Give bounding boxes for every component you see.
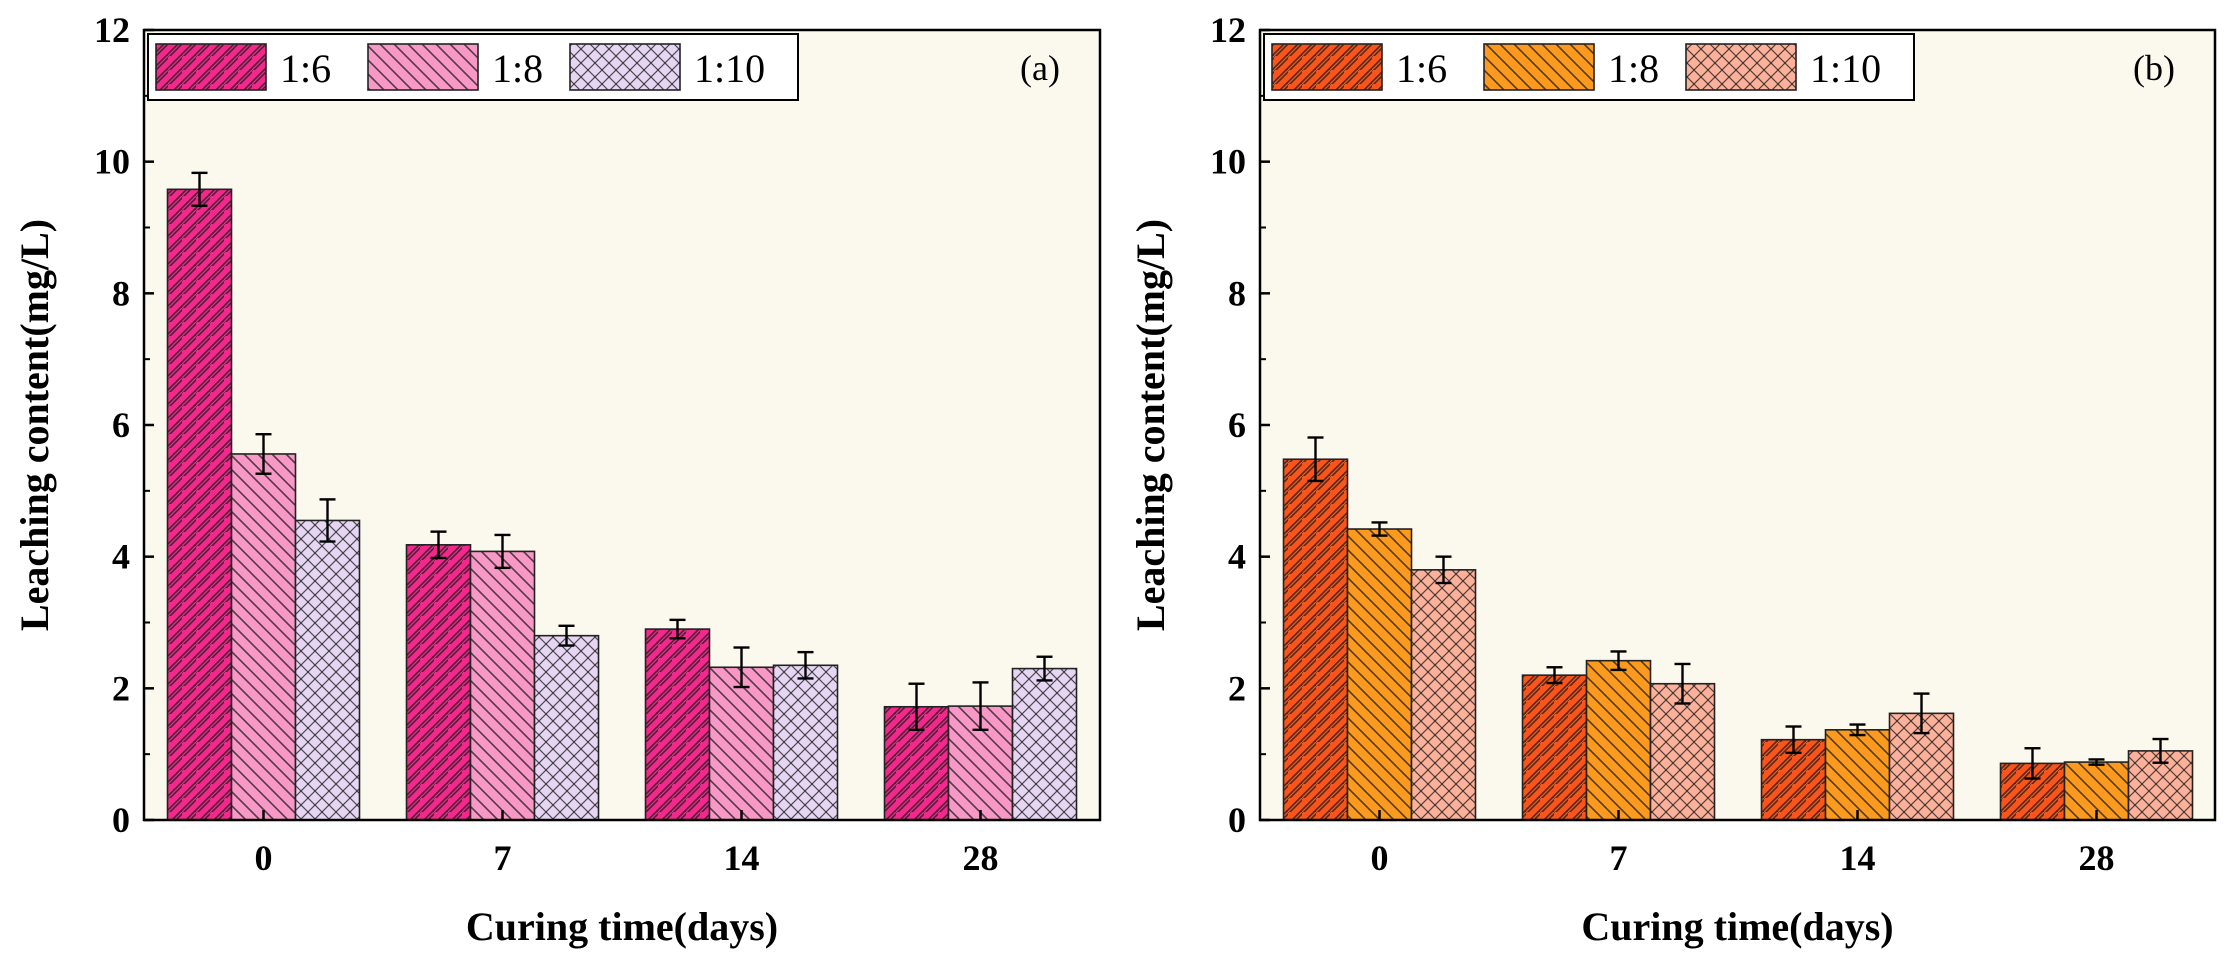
error-bar-b-1-6-day-28 bbox=[2024, 747, 2041, 780]
legend-swatch-1-6 bbox=[1271, 43, 1383, 91]
y-tick-label: 10 bbox=[1210, 142, 1246, 182]
legend-swatch-1-8 bbox=[367, 43, 479, 91]
legend-swatch-1-8 bbox=[1483, 43, 1595, 91]
error-bar-b-1-8-day-28 bbox=[2088, 758, 2105, 766]
bar-a-1-10-day-0 bbox=[294, 519, 361, 821]
y-tick-label: 8 bbox=[112, 273, 130, 313]
legend-b: 1:6 1:8 1:10 bbox=[1263, 33, 1915, 101]
legend-label-1-10: 1:10 bbox=[1810, 46, 1881, 91]
error-bars-a bbox=[191, 171, 1053, 732]
error-bar-b-1-6-day-14 bbox=[1785, 725, 1802, 755]
bar-a-1-10-day-14 bbox=[772, 664, 839, 821]
x-tick-label: 28 bbox=[2079, 838, 2115, 878]
bar-a-1-8-day-7 bbox=[469, 550, 536, 821]
y-tick-label: 8 bbox=[1228, 273, 1246, 313]
error-bar-b-1-10-day-7 bbox=[1674, 662, 1691, 705]
error-bar-b-1-6-day-7 bbox=[1546, 666, 1563, 685]
y-tick-label: 12 bbox=[94, 10, 130, 50]
error-bar-a-1-8-day-7 bbox=[494, 533, 511, 570]
error-bar-a-1-6-day-7 bbox=[430, 530, 447, 560]
legend-swatch-1-10 bbox=[569, 43, 681, 91]
error-bar-b-1-10-day-0 bbox=[1435, 555, 1452, 585]
error-bar-a-1-10-day-0 bbox=[319, 498, 336, 543]
legend-label-1-6: 1:6 bbox=[1396, 46, 1447, 91]
error-bars-b bbox=[1307, 436, 2169, 780]
error-bar-a-1-8-day-14 bbox=[733, 646, 750, 689]
y-tick-label: 6 bbox=[1228, 405, 1246, 445]
y-tick-label: 0 bbox=[112, 800, 130, 840]
error-bar-b-1-10-day-14 bbox=[1913, 692, 1930, 735]
bar-b-1-6-day-7 bbox=[1521, 674, 1588, 821]
bar-b-1-10-day-7 bbox=[1649, 682, 1716, 821]
legend-a: 1:6 1:8 1:10 bbox=[147, 33, 799, 101]
x-tick-label: 0 bbox=[1371, 838, 1389, 878]
bar-a-1-10-day-7 bbox=[533, 634, 600, 821]
bar-a-1-6-day-14 bbox=[644, 628, 711, 821]
legend-swatch-1-6 bbox=[155, 43, 267, 91]
legend-label-1-6: 1:6 bbox=[280, 46, 331, 91]
legend-label-1-10: 1:10 bbox=[694, 46, 765, 91]
error-bar-a-1-8-day-28 bbox=[972, 681, 989, 732]
bar-b-1-10-day-0 bbox=[1410, 569, 1477, 821]
y-axis-b: 0 2 4 6 8 10 12 bbox=[1210, 10, 1270, 840]
error-bar-b-1-8-day-14 bbox=[1849, 723, 1866, 737]
y-tick-label: 0 bbox=[1228, 800, 1246, 840]
error-bar-a-1-6-day-0 bbox=[191, 171, 208, 207]
x-tick-label: 7 bbox=[494, 838, 512, 878]
panel-label-a: (a) bbox=[1020, 48, 1060, 88]
error-bar-a-1-10-day-14 bbox=[797, 650, 814, 680]
legend-swatch-1-10 bbox=[1685, 43, 1797, 91]
bar-a-1-8-day-14 bbox=[708, 666, 775, 821]
y-tick-label: 2 bbox=[112, 668, 130, 708]
error-bar-a-1-8-day-0 bbox=[255, 433, 272, 475]
x-axis-a: 0 7 14 28 bbox=[255, 810, 999, 878]
x-tick-label: 28 bbox=[963, 838, 999, 878]
x-tick-label: 14 bbox=[1840, 838, 1876, 878]
bar-b-1-8-day-7 bbox=[1585, 659, 1652, 821]
error-bar-b-1-8-day-0 bbox=[1371, 521, 1388, 537]
y-axis-title-a: Leaching content(mg/L) bbox=[12, 219, 57, 631]
y-tick-label: 2 bbox=[1228, 668, 1246, 708]
error-bar-b-1-10-day-28 bbox=[2152, 737, 2169, 764]
bars-a bbox=[166, 188, 1078, 821]
y-tick-label: 4 bbox=[1228, 537, 1246, 577]
bar-b-1-8-day-14 bbox=[1824, 729, 1891, 821]
legend-label-1-8: 1:8 bbox=[1608, 46, 1659, 91]
y-tick-label: 12 bbox=[1210, 10, 1246, 50]
y-tick-label: 4 bbox=[112, 537, 130, 577]
panel-label-b: (b) bbox=[2133, 48, 2175, 88]
legend-label-1-8: 1:8 bbox=[492, 46, 543, 91]
x-tick-label: 14 bbox=[724, 838, 760, 878]
x-tick-label: 0 bbox=[255, 838, 273, 878]
x-axis-title-b: Curing time(days) bbox=[1581, 904, 1893, 949]
bar-a-1-6-day-0 bbox=[166, 188, 233, 821]
y-axis-title-b: Leaching content(mg/L) bbox=[1128, 219, 1173, 631]
x-tick-label: 7 bbox=[1610, 838, 1628, 878]
bar-b-1-8-day-0 bbox=[1346, 528, 1413, 821]
error-bar-b-1-6-day-0 bbox=[1307, 436, 1324, 483]
error-bar-a-1-10-day-7 bbox=[558, 624, 575, 647]
error-bar-a-1-6-day-28 bbox=[908, 682, 925, 732]
bar-a-1-6-day-7 bbox=[405, 544, 472, 821]
error-bar-a-1-10-day-28 bbox=[1036, 655, 1053, 682]
bar-b-1-6-day-0 bbox=[1282, 458, 1349, 821]
x-axis-title-a: Curing time(days) bbox=[466, 904, 778, 949]
y-tick-label: 10 bbox=[94, 142, 130, 182]
x-axis-b: 0 7 14 28 bbox=[1371, 810, 2115, 878]
y-tick-label: 6 bbox=[112, 405, 130, 445]
bar-a-1-10-day-28 bbox=[1011, 667, 1078, 821]
bar-a-1-8-day-0 bbox=[230, 453, 297, 821]
error-bar-b-1-8-day-7 bbox=[1610, 650, 1627, 672]
error-bar-a-1-6-day-14 bbox=[669, 618, 686, 640]
